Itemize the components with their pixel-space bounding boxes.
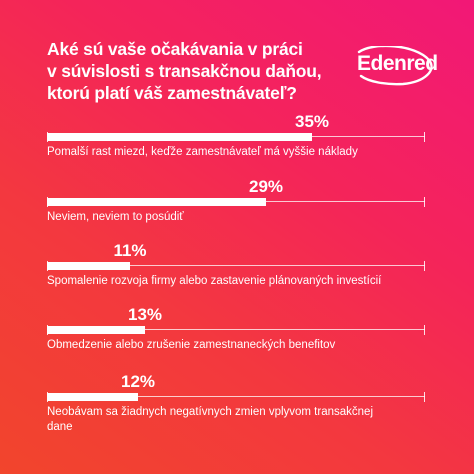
- track-end-cap: [424, 197, 425, 207]
- bar-track: [47, 325, 425, 335]
- value-label: 12%: [120, 372, 156, 391]
- logo-text: Edenred: [357, 52, 438, 75]
- value-label: 11%: [113, 241, 147, 260]
- track-end-cap: [424, 132, 425, 142]
- edenred-logo: Edenred: [353, 46, 438, 86]
- bar-track: [47, 197, 425, 207]
- bar: [47, 262, 130, 270]
- category-label: Neobávam sa žiadnych negatívnych zmien v…: [47, 406, 373, 433]
- value-label: 13%: [127, 305, 163, 324]
- track-end-cap: [424, 325, 425, 335]
- track-end-cap: [424, 261, 425, 271]
- category-label: Neviem, neviem to posúdiť: [47, 211, 184, 223]
- track-line: [47, 329, 425, 330]
- value-label: 29%: [248, 177, 284, 196]
- bar-track: [47, 261, 425, 271]
- bar: [47, 133, 312, 141]
- category-label: Obmedzenie alebo zrušenie zamestnaneckýc…: [47, 339, 336, 351]
- category-label: Spomalenie rozvoja firmy alebo zastaveni…: [47, 275, 382, 287]
- category-label: Pomalší rast miezd, keďže zamestnávateľ …: [47, 146, 358, 158]
- bar: [47, 326, 145, 334]
- track-line: [47, 265, 425, 266]
- bar-track: [47, 132, 425, 142]
- logo-swoosh-icon: [357, 46, 433, 86]
- track-line: [47, 396, 425, 397]
- bar: [47, 393, 138, 401]
- chart-title: Aké sú vaše očakávania v práci v súvislo…: [47, 39, 322, 103]
- bar: [47, 198, 266, 206]
- bar-track: [47, 392, 425, 402]
- track-end-cap: [424, 392, 425, 402]
- value-label: 35%: [294, 112, 330, 131]
